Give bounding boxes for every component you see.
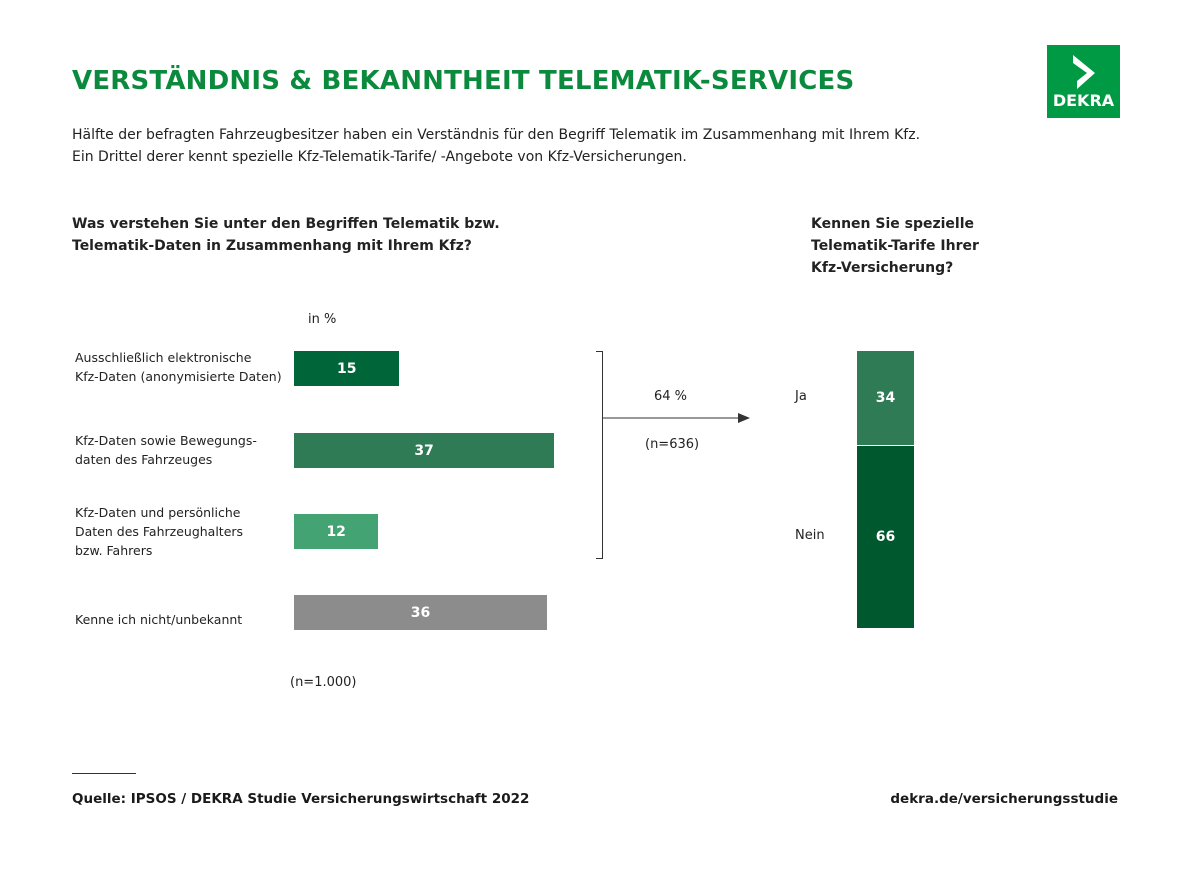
chart1-title-line: Was verstehen Sie unter den Begriffen Te…: [72, 216, 500, 232]
bar: 37: [294, 433, 555, 468]
footer-divider: [72, 773, 136, 774]
chart2-title: Kennen Sie spezielle Telematik-Tarife Ih…: [811, 213, 979, 279]
category-label-line: Kenne ich nicht/unbekannt: [75, 612, 243, 627]
chart2-title-line: Telematik-Tarife Ihrer: [811, 238, 979, 254]
category-label: Kfz-Daten und persönliche Daten des Fahrz…: [75, 503, 243, 560]
category-label-line: Daten des Fahrzeughalters: [75, 524, 244, 539]
data-label: 36: [410, 604, 431, 621]
arrow-icon: [602, 413, 750, 423]
category-label: Kfz-Daten sowie Bewegungs-daten des Fahr…: [75, 431, 257, 469]
category-label-line: daten des Fahrzeuges: [75, 452, 213, 467]
data-label: 66: [875, 528, 896, 545]
category-label-line: Kfz-Daten (anonymisierte Daten): [75, 369, 282, 384]
data-label: 34: [875, 389, 896, 406]
bracket-tick: [596, 351, 603, 352]
chart2-note: (n=636): [645, 437, 700, 452]
source: Quelle: IPSOS / DEKRA Studie Versicherun…: [72, 791, 530, 807]
chart1-note: (n=1.000): [290, 675, 357, 690]
stacked-segment: 66: [857, 445, 914, 628]
category-label-line: bzw. Fahrers: [75, 543, 153, 558]
bar: 36: [294, 595, 548, 630]
dekra-arrow-icon: [1073, 55, 1095, 89]
chart1-title-line: Telematik-Daten in Zusammenhang mit Ihre…: [72, 238, 472, 254]
stacked-segment: 34: [857, 351, 914, 445]
category-label: Ausschließlich elektronische Kfz-Daten (a…: [75, 348, 282, 386]
data-label: 15: [336, 360, 357, 377]
segment-category: Nein: [795, 528, 825, 544]
data-label: 12: [326, 523, 346, 540]
subtitle-line: Hälfte der befragten Fahrzeugbesitzer ha…: [72, 127, 921, 143]
logo-text: DEKRA: [1052, 91, 1115, 110]
category-label-line: Kfz-Daten und persönliche: [75, 505, 241, 520]
data-label: 37: [414, 442, 434, 459]
chart2-title-line: Kfz-Versicherung?: [811, 260, 954, 276]
category-label: Kenne ich nicht/unbekannt: [75, 610, 242, 629]
segment-category: Ja: [795, 389, 807, 405]
arrow-label: 64 %: [654, 389, 688, 404]
url-link[interactable]: dekra.de/versicherungsstudie: [890, 791, 1118, 807]
chart2-title-line: Kennen Sie spezielle: [811, 216, 975, 232]
unit-label: in %: [308, 312, 337, 327]
category-label-line: Ausschließlich elektronische: [75, 350, 252, 365]
dekra-logo: DEKRA: [1047, 45, 1120, 118]
bar: 15: [294, 351, 400, 386]
bar: 12: [294, 514, 379, 549]
subtitle: Hälfte der befragten Fahrzeugbesitzer ha…: [72, 124, 920, 168]
subtitle-line: Ein Drittel derer kennt spezielle Kfz-Te…: [72, 149, 687, 165]
bracket-line: [602, 351, 603, 559]
page-title: VERSTÄNDNIS & BEKANNTHEIT TELEMATIK-SERV…: [72, 66, 855, 96]
chart1-title: Was verstehen Sie unter den Begriffen Te…: [72, 213, 500, 257]
bracket-tick: [596, 558, 603, 559]
category-label-line: Kfz-Daten sowie Bewegungs-: [75, 433, 257, 448]
